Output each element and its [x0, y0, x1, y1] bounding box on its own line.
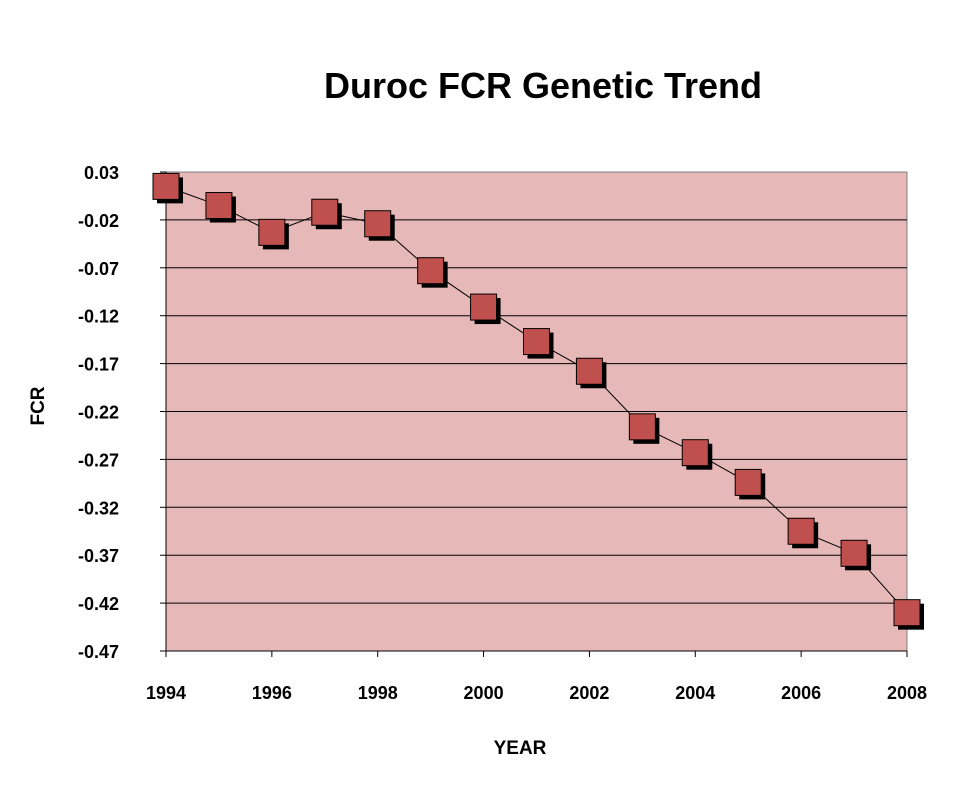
data-point	[893, 599, 921, 627]
x-tick-label: 1996	[252, 683, 292, 703]
data-point	[470, 293, 498, 321]
y-tick-labels: 0.03 -0.02 -0.07 -0.12 -0.17 -0.22 -0.27 -0.32 -…	[78, 163, 119, 662]
y-tick-label: 0.03	[84, 163, 119, 183]
y-tick-label: -0.37	[78, 546, 119, 566]
y-tick-label: -0.32	[78, 498, 119, 518]
y-tick-label: -0.22	[78, 403, 119, 423]
x-tick-label: 2000	[464, 683, 504, 703]
y-tick-label: -0.27	[78, 450, 119, 470]
data-point	[575, 357, 603, 385]
grid-lines	[166, 219, 907, 604]
y-tick-label: -0.42	[78, 594, 119, 614]
data-point	[734, 468, 762, 496]
data-point	[364, 210, 392, 238]
x-tick-label: 2004	[675, 683, 715, 703]
chart-title: Duroc FCR Genetic Trend	[324, 65, 762, 106]
x-tick-label: 2006	[781, 683, 821, 703]
y-tick-label: -0.02	[78, 211, 119, 231]
x-tick-label: 2002	[569, 683, 609, 703]
data-point	[152, 172, 180, 200]
data-point	[523, 328, 550, 356]
data-point	[258, 218, 286, 246]
data-point	[628, 413, 656, 441]
data-point	[311, 198, 339, 226]
data-point	[205, 192, 233, 220]
y-tick-label: -0.07	[78, 259, 119, 279]
data-point	[417, 257, 445, 285]
y-tick-label: -0.17	[78, 355, 119, 375]
y-tick-label: -0.47	[78, 642, 119, 662]
x-axis-label: YEAR	[494, 738, 547, 759]
x-tick-labels: 1994 1996 1998 2000 2002 2004 2006 2008	[146, 683, 927, 703]
data-point	[787, 517, 815, 545]
data-point	[840, 539, 868, 567]
x-tick-label: 2008	[887, 683, 927, 703]
x-tick-label: 1998	[358, 683, 398, 703]
data-point	[681, 439, 709, 467]
x-tick-label: 1994	[146, 683, 186, 703]
axes	[160, 171, 908, 657]
y-tick-label: -0.12	[78, 307, 119, 327]
y-axis-label: FCR	[28, 386, 49, 425]
series-fcr	[152, 172, 924, 630]
